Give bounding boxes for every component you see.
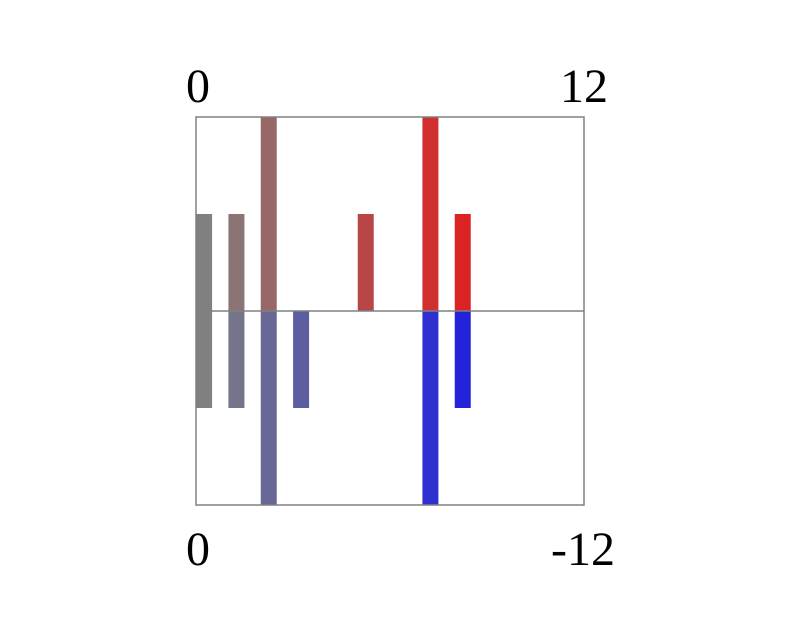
bar-1-negative <box>228 311 245 408</box>
bar-1-positive <box>228 214 245 311</box>
top-right-tick-label: 12 <box>560 60 608 113</box>
bar-5-positive <box>422 117 439 311</box>
top-left-tick-label: 0 <box>186 60 210 113</box>
bar-2-positive <box>260 117 277 311</box>
bar-2-negative <box>260 311 277 505</box>
bar-4-positive <box>357 214 374 311</box>
bar-6-negative <box>454 311 471 408</box>
bar-0-negative <box>196 311 213 408</box>
bar-3-negative <box>293 311 310 408</box>
bar-5-negative <box>422 311 439 505</box>
bottom-left-tick-label: 0 <box>186 523 210 576</box>
bar-0-positive <box>196 214 213 311</box>
bar-6-positive <box>454 214 471 311</box>
bottom-right-tick-label: -12 <box>551 523 615 576</box>
bars-group <box>196 117 471 505</box>
